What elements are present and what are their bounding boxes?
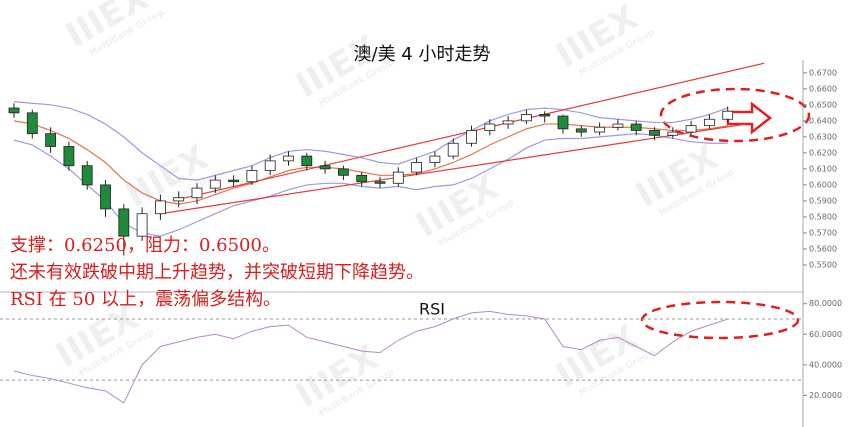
candle-body — [81, 165, 93, 186]
y-tick-label: 20.0000 — [809, 391, 842, 400]
candle-body — [100, 184, 111, 210]
candle-body — [8, 107, 20, 114]
candle-body — [466, 130, 477, 144]
y-tick-label: 0.6600 — [809, 84, 837, 93]
y-tick-label: 0.5800 — [809, 212, 837, 221]
candle-body — [228, 179, 240, 183]
arrow — [726, 101, 773, 135]
y-tick-label: 0.5900 — [809, 196, 837, 205]
y-tick-label: 0.6100 — [809, 164, 837, 173]
y-tick-label: 0.6400 — [809, 116, 837, 125]
y-tick-label: 0.6700 — [809, 68, 837, 77]
y-tick-label: 40.0000 — [809, 360, 842, 369]
y-tick-label: 0.6300 — [809, 132, 837, 141]
candle-body — [411, 162, 423, 173]
y-tick-label: 0.5500 — [809, 260, 837, 269]
candle-body — [301, 155, 313, 167]
y-tick-label: 80.0000 — [809, 299, 842, 308]
candle-body — [319, 165, 331, 170]
candle-body — [667, 131, 679, 136]
candle-body — [594, 126, 605, 133]
chart-title: 澳/美 4 小时走势 — [354, 44, 491, 65]
candle-body — [63, 146, 75, 167]
y-tick-label: 0.5700 — [809, 228, 837, 237]
y-tick-label: 0.5600 — [809, 244, 837, 253]
candle-body — [557, 115, 569, 130]
candle-body — [685, 125, 697, 133]
band-line — [13, 101, 728, 181]
annotation: RSI 在 50 以上，震荡偏多结构。 — [10, 289, 281, 310]
candle-body — [374, 181, 386, 184]
candle-body — [649, 130, 660, 136]
annotation: 支撑：0.6250，阻力：0.6500。 — [10, 235, 280, 256]
y-tick-label: 60.0000 — [809, 330, 842, 339]
candle-body — [539, 114, 551, 117]
candle-body — [447, 142, 459, 157]
candle-body — [392, 171, 404, 184]
candle-body — [484, 123, 496, 131]
candle-body — [356, 174, 368, 183]
candle-body — [154, 200, 166, 215]
band-line — [13, 120, 728, 205]
candle-body — [630, 123, 642, 131]
candle-body — [521, 114, 532, 122]
candle-body — [136, 213, 148, 237]
highlight-ellipse — [659, 87, 811, 143]
candle-body — [704, 118, 715, 127]
y-tick-label: 0.6200 — [809, 148, 837, 157]
candle-body — [191, 187, 203, 199]
trend-line — [160, 123, 747, 215]
candle-body — [283, 155, 294, 162]
rsi-title: RSI — [419, 300, 445, 319]
candle-body — [429, 155, 441, 163]
y-tick-label: 0.6500 — [809, 100, 837, 109]
candle-body — [722, 110, 734, 120]
candle-body — [246, 170, 258, 183]
rsi-line — [13, 310, 728, 404]
candle-body — [209, 179, 221, 189]
candle-body — [612, 123, 624, 128]
candle-body — [502, 120, 514, 125]
highlight-ellipse — [640, 300, 800, 340]
candle-body — [337, 168, 349, 176]
y-tick-label: 0.6000 — [809, 180, 837, 189]
candle-body — [575, 128, 587, 133]
candle-body — [173, 197, 185, 202]
candle-body — [118, 208, 130, 237]
band-line — [13, 133, 728, 237]
candle-body — [45, 133, 56, 147]
candle-body — [264, 160, 276, 171]
candle-body — [26, 112, 38, 135]
annotation: 还未有效跌破中期上升趋势，并突破短期下降趋势。 — [10, 262, 424, 283]
